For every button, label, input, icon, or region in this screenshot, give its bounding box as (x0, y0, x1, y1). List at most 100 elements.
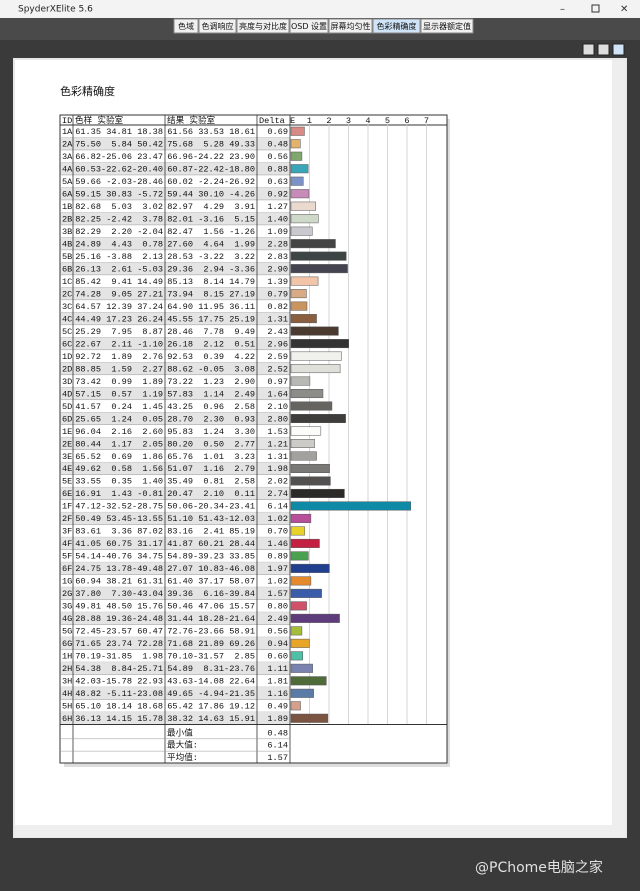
delta-e: 2.43 (267, 327, 288, 337)
delta-bar (290, 551, 309, 561)
row-id: 2B (62, 214, 72, 224)
tab[interactable] (173, 18, 199, 34)
sample-lab: 92.72 (75, 352, 101, 362)
delta-bar (290, 638, 310, 648)
row-id: 4F (62, 539, 72, 549)
result-lab: 19.12 (229, 702, 255, 712)
sample-lab: -15.78 (101, 677, 132, 687)
sample-lab: -43.04 (132, 589, 163, 599)
tab[interactable] (236, 18, 290, 34)
sample-lab: 47.12 (75, 502, 101, 512)
row-id: 2E (62, 439, 72, 449)
sample-lab: 2.20 (111, 227, 132, 237)
result-lab: -4.94 (198, 689, 224, 699)
result-lab: 28.70 (167, 414, 193, 424)
tab[interactable] (328, 18, 373, 34)
horizontal-scrollbar[interactable] (15, 825, 625, 837)
tab[interactable] (198, 18, 237, 34)
row-id: 5C (62, 327, 72, 337)
delta-bar (290, 339, 349, 349)
delta-e: 0.79 (267, 289, 288, 299)
result-lab: -22.42 (193, 164, 224, 174)
sample-lab: 61.35 (75, 127, 101, 137)
tab[interactable] (289, 18, 329, 34)
result-lab: -21.35 (224, 689, 255, 699)
delta-e: 2.80 (267, 414, 288, 424)
sample-lab: 64.57 (75, 302, 101, 312)
result-lab: 70.10 (167, 652, 193, 662)
delta-bar (290, 276, 319, 286)
result-lab: 2.90 (234, 377, 255, 387)
delta-e: 0.49 (267, 702, 288, 712)
delta-bar (290, 676, 327, 686)
row-id: 2D (62, 364, 72, 374)
maximize[interactable] (591, 4, 600, 13)
result-lab: 35.49 (167, 477, 193, 487)
row-id: 3C (62, 302, 72, 312)
row-id: 6C (62, 339, 72, 349)
sample-lab: -3.88 (106, 252, 132, 262)
result-lab: -23.66 (193, 627, 224, 637)
tab-label: 色域 (178, 21, 194, 31)
delta-e: 2.52 (267, 364, 288, 374)
result-lab: 2.49 (234, 389, 255, 399)
delta-e: 1.11 (267, 664, 288, 674)
delta-e: 1.97 (267, 564, 288, 574)
row-id: 2C (62, 289, 72, 299)
sample-lab: 8.87 (142, 327, 163, 337)
result-lab: 8.14 (203, 277, 224, 287)
delta-e: 1.21 (267, 439, 288, 449)
zoom-in[interactable] (582, 43, 595, 56)
sample-lab: -0.81 (137, 489, 163, 499)
result-lab: 66.96 (167, 152, 193, 162)
tab[interactable] (372, 18, 421, 34)
sample-lab: 0.05 (142, 414, 163, 424)
result-lab: -3.16 (198, 214, 224, 224)
row-band (60, 712, 291, 725)
result-lab: 60.87 (167, 164, 193, 174)
sample-lab: -13.55 (132, 514, 163, 524)
result-lab: 51.43 (198, 514, 224, 524)
column-header: ID (62, 116, 72, 126)
result-lab: 2.58 (234, 477, 255, 487)
sample-lab: 54.14 (75, 552, 101, 562)
delta-bar (290, 613, 340, 623)
sample-lab: 2.13 (142, 252, 163, 262)
sample-lab: 23.47 (137, 152, 163, 162)
result-lab: 1.23 (203, 377, 224, 387)
row-id: 5H (62, 702, 72, 712)
tab[interactable] (420, 18, 474, 34)
sample-lab: 1.40 (142, 477, 163, 487)
row-band (60, 462, 291, 475)
row-id: 4C (62, 314, 72, 324)
result-lab: 83.16 (167, 527, 193, 537)
delta-bar (290, 476, 331, 486)
zoom-fit[interactable] (612, 43, 625, 56)
sample-lab: 18.38 (137, 127, 163, 137)
close[interactable]: ✕ (620, 4, 628, 15)
delta-e: 0.80 (267, 602, 288, 612)
delta-e: 0.92 (267, 189, 288, 199)
row-id: 1C (62, 277, 72, 287)
summary-value: 6.14 (267, 741, 288, 751)
result-lab: 69.26 (229, 639, 255, 649)
result-lab: 64.90 (167, 302, 193, 312)
axis-tick-label: 4 (365, 116, 370, 126)
sample-lab: 33.55 (75, 477, 101, 487)
minimize[interactable]: – (560, 4, 565, 15)
report-title: 色彩精确度 (60, 84, 115, 98)
watermark: @PChome电脑之家 (475, 859, 603, 876)
vertical-scrollbar[interactable] (612, 60, 625, 825)
result-lab: 27.60 (167, 239, 193, 249)
result-lab: 2.41 (203, 527, 224, 537)
delta-bar (290, 513, 312, 523)
result-lab: 2.58 (234, 402, 255, 412)
result-lab: 85.19 (229, 527, 255, 537)
zoom-out[interactable] (597, 43, 610, 56)
delta-e: 1.02 (267, 514, 288, 524)
delta-bar (290, 289, 307, 299)
delta-bar (290, 326, 339, 336)
delta-e: 0.82 (267, 302, 288, 312)
result-lab: 11.95 (198, 302, 224, 312)
